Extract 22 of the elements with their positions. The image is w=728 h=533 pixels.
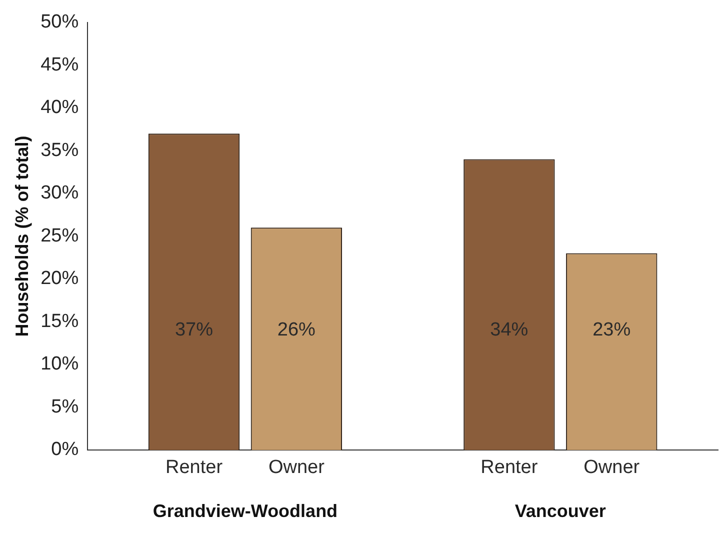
y-tick-label: 30% [40, 182, 79, 204]
data-label: 26% [277, 320, 316, 341]
y-tick-label: 0% [51, 439, 79, 460]
y-tick-label: 40% [40, 97, 79, 118]
series-label: Renter [165, 457, 224, 478]
y-tick-label: 35% [40, 140, 79, 161]
data-label: 37% [174, 320, 214, 341]
y-tick-label: 25% [40, 225, 79, 246]
y-tick-label: 20% [40, 268, 79, 290]
y-tick-label: 15% [40, 310, 79, 332]
y-axis-title: Households (% of total) [12, 136, 32, 337]
text: Renter [480, 457, 538, 478]
data-label: 34% [490, 320, 528, 341]
data-label: 23% [592, 320, 631, 341]
series-label: Owner [268, 457, 326, 478]
y-tick-label: 50% [40, 12, 79, 33]
x-tick-label: Grandview-Woodland [152, 500, 338, 521]
text: Owner [584, 457, 640, 478]
y-tick-label: 45% [40, 54, 79, 76]
x-tick-label: Vancouver [514, 500, 606, 521]
y-tick-label: 10% [40, 354, 79, 375]
y-tick-label: 5% [51, 396, 79, 418]
